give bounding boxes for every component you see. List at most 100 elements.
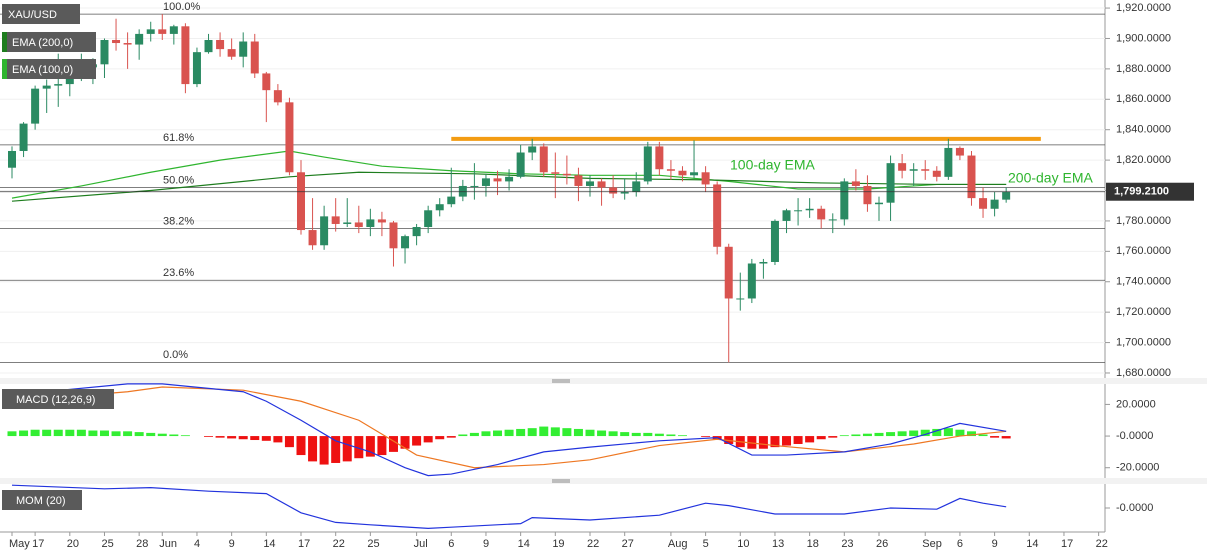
y-tick-label: 20.0000 <box>1116 398 1156 410</box>
histogram-bar <box>666 434 676 437</box>
histogram-bar <box>146 432 156 437</box>
x-tick-label: 14 <box>263 538 275 550</box>
candle-body <box>250 41 259 74</box>
candle-body <box>493 178 502 182</box>
histogram-bar <box>19 430 29 437</box>
x-tick-label: 5 <box>703 538 709 550</box>
histogram-bar <box>53 429 63 437</box>
candle-body <box>505 176 514 182</box>
histogram-bar <box>400 436 410 449</box>
candle-body <box>539 146 548 173</box>
x-tick-label: 9 <box>229 538 235 550</box>
candle-body <box>875 202 883 205</box>
histogram-bar <box>943 428 953 437</box>
candle-body <box>354 222 363 228</box>
histogram-bar <box>273 436 283 443</box>
histogram-bar <box>516 428 526 437</box>
histogram-bar <box>828 436 838 438</box>
x-tick-label: 22 <box>587 538 599 550</box>
candle-body <box>851 181 860 186</box>
candle-body <box>898 163 907 171</box>
momentum-line <box>11 484 1007 530</box>
legend-label: EMA (100,0) <box>12 64 73 76</box>
symbol-label: XAU/USD <box>8 9 57 21</box>
histogram-bar <box>1001 436 1011 439</box>
histogram-bar <box>805 436 815 443</box>
panel-title: MACD (12,26,9) <box>16 394 95 406</box>
candle-body <box>863 185 872 205</box>
histogram-bar <box>839 435 849 437</box>
candle-body <box>435 204 444 211</box>
x-tick-label: 10 <box>737 538 749 550</box>
histogram-bar <box>354 436 364 459</box>
histogram-bar <box>677 435 687 437</box>
candle-body <box>366 219 375 228</box>
candle-body <box>551 172 560 174</box>
candle-body <box>921 169 930 171</box>
candle-body <box>458 185 467 197</box>
candle-body <box>632 181 641 193</box>
x-tick-label: 9 <box>483 538 489 550</box>
candle-body <box>146 29 155 34</box>
histogram-bar <box>620 432 630 437</box>
histogram-bar <box>134 432 144 437</box>
y-tick-label: 1,740.0000 <box>1116 276 1171 288</box>
histogram-bar <box>469 432 479 437</box>
x-tick-label: 17 <box>1061 538 1073 550</box>
candle-body <box>701 172 710 185</box>
y-tick-label: -0.0000 <box>1116 430 1153 442</box>
x-tick-label: 26 <box>876 538 888 550</box>
candle-body <box>655 146 664 170</box>
x-tick-label: 27 <box>622 538 634 550</box>
histogram-bar <box>585 429 595 437</box>
ema-line <box>11 150 1007 199</box>
histogram-bar <box>527 428 537 437</box>
histogram-bar <box>990 436 1000 438</box>
candle-body <box>817 208 826 220</box>
histogram-bar <box>932 428 942 437</box>
candle-body <box>528 146 537 153</box>
x-tick-label: Aug <box>668 538 688 550</box>
histogram-bar <box>204 436 214 437</box>
x-tick-label: Jul <box>414 538 428 550</box>
histogram-bar <box>7 431 17 437</box>
histogram-bar <box>747 436 757 449</box>
last-price-label: 1,799.2100 <box>1114 186 1169 198</box>
legend: XAU/USD EMA (200,0) EMA (100,0) MACD (12… <box>2 4 114 510</box>
candle-body <box>574 175 583 186</box>
x-tick-label: 23 <box>841 538 853 550</box>
histogram-bar <box>793 436 803 444</box>
histogram-bar <box>388 436 398 452</box>
histogram-bar <box>342 436 352 462</box>
y-tick-label: 1,920.0000 <box>1116 2 1171 14</box>
x-tick-label: 20 <box>67 538 79 550</box>
candle-body <box>840 181 849 220</box>
histogram-bar <box>978 434 988 437</box>
histogram-bar <box>874 432 884 437</box>
histogram-bar <box>816 436 826 440</box>
candle-body <box>955 147 964 156</box>
ema-line <box>11 171 1007 202</box>
candle-body <box>747 263 756 299</box>
candle-body <box>377 219 386 223</box>
candle-body <box>389 222 398 249</box>
histogram-bar <box>227 436 237 439</box>
candle-body <box>597 181 606 188</box>
histogram-bar <box>701 436 711 437</box>
legend-swatch <box>2 32 7 52</box>
y-tick-label: 1,680.0000 <box>1116 367 1171 379</box>
histogram-bar <box>377 436 387 456</box>
candle-body <box>909 169 918 171</box>
x-tick-label: Jun <box>159 538 177 550</box>
candle-body <box>724 246 733 299</box>
histogram-bar <box>238 436 248 440</box>
annotation: 200-day EMA <box>1008 170 1093 186</box>
histogram-bar <box>180 435 190 437</box>
y-tick-label: 1,780.0000 <box>1116 215 1171 227</box>
fib-label: 38.2% <box>163 215 194 227</box>
histogram-bar <box>65 429 75 437</box>
legend-label: EMA (200,0) <box>12 37 73 49</box>
candle-body <box>331 216 340 224</box>
histogram-bar <box>909 430 919 437</box>
